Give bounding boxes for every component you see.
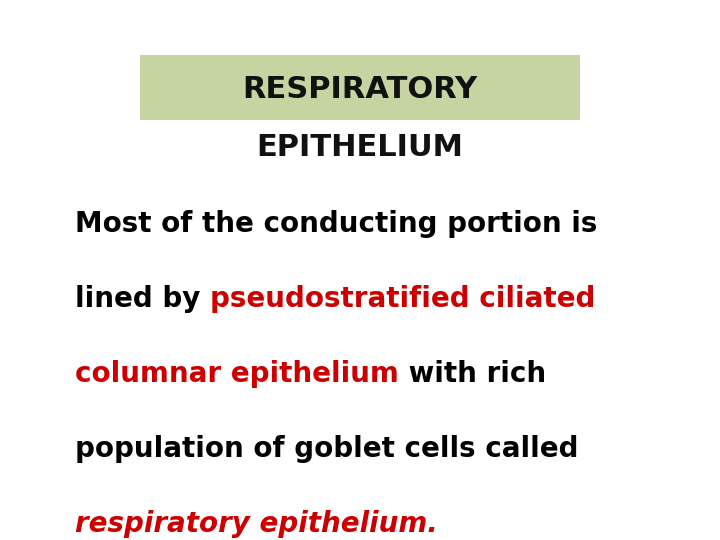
Text: RESPIRATORY: RESPIRATORY xyxy=(243,76,477,105)
Text: with rich: with rich xyxy=(399,360,546,388)
Text: lined by: lined by xyxy=(75,285,210,313)
Text: Most of the conducting portion is: Most of the conducting portion is xyxy=(75,210,598,238)
Text: respiratory epithelium.: respiratory epithelium. xyxy=(75,510,438,538)
Text: pseudostratified ciliated: pseudostratified ciliated xyxy=(210,285,595,313)
Text: EPITHELIUM: EPITHELIUM xyxy=(256,133,464,163)
Text: population of goblet cells called: population of goblet cells called xyxy=(75,435,578,463)
Text: columnar epithelium: columnar epithelium xyxy=(75,360,399,388)
Bar xyxy=(140,55,580,120)
